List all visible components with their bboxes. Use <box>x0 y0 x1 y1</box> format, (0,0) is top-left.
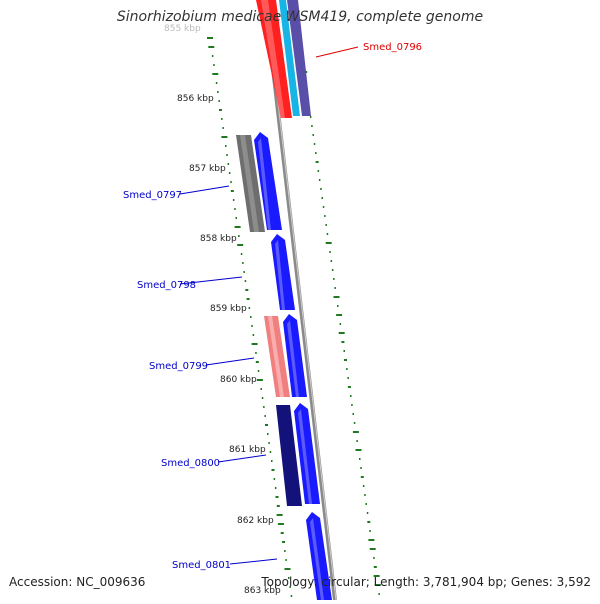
kbp-tick-label: 857 kbp <box>189 164 226 174</box>
feature-blue-arrow-4[interactable] <box>294 403 320 504</box>
kbp-tick-label: 863 kbp <box>244 586 281 596</box>
gene-label-leader <box>179 276 243 285</box>
feature-smed-0796-purple[interactable] <box>287 0 311 116</box>
gc-skew-inner-track <box>207 37 293 597</box>
gene-label-smed-0801[interactable]: Smed_0801 <box>172 560 231 571</box>
feature-blue-arrow-5[interactable] <box>306 512 332 600</box>
gene-label-leader <box>217 454 267 463</box>
kbp-tick-label: 859 kbp <box>210 304 247 314</box>
gene-label-leader <box>205 357 255 366</box>
gc-skew-outer-track <box>298 35 381 595</box>
feature-blue-arrow-2[interactable] <box>271 234 295 310</box>
gene-label-leader <box>229 558 278 565</box>
gene-label-smed-0799[interactable]: Smed_0799 <box>149 361 208 372</box>
feature-gray-block[interactable] <box>236 135 265 232</box>
feature-blue-arrow-3[interactable] <box>283 314 307 397</box>
gene-label-leader <box>315 46 359 58</box>
feature-smed-0796-cyan[interactable] <box>279 0 300 116</box>
gene-label-smed-0797[interactable]: Smed_0797 <box>123 190 182 201</box>
kbp-tick-label: 860 kbp <box>220 375 257 385</box>
kbp-tick-label: 855 kbp <box>164 24 201 34</box>
kbp-tick-label: 858 kbp <box>200 234 237 244</box>
feature-smed-0796-red[interactable] <box>256 0 292 118</box>
gene-label-smed-0796[interactable]: Smed_0796 <box>363 42 422 53</box>
feature-blue-arrow-1[interactable] <box>254 132 282 230</box>
kbp-tick-label: 862 kbp <box>237 516 274 526</box>
genome-backbone <box>263 0 337 601</box>
topology-text: Topology: circular; Length: 3,781,904 bp… <box>261 575 591 589</box>
kbp-tick-label: 856 kbp <box>177 94 214 104</box>
accession-text: Accession: NC_009636 <box>9 575 146 589</box>
map-title: Sinorhizobium medicae WSM419, complete g… <box>116 9 484 25</box>
gene-label-smed-0800[interactable]: Smed_0800 <box>161 458 220 469</box>
gene-label-leader <box>179 185 230 195</box>
kbp-tick-label: 861 kbp <box>229 445 266 455</box>
feature-pink-block[interactable] <box>264 316 290 397</box>
gene-label-smed-0798[interactable]: Smed_0798 <box>137 280 196 291</box>
feature-navy-block[interactable] <box>276 405 302 506</box>
